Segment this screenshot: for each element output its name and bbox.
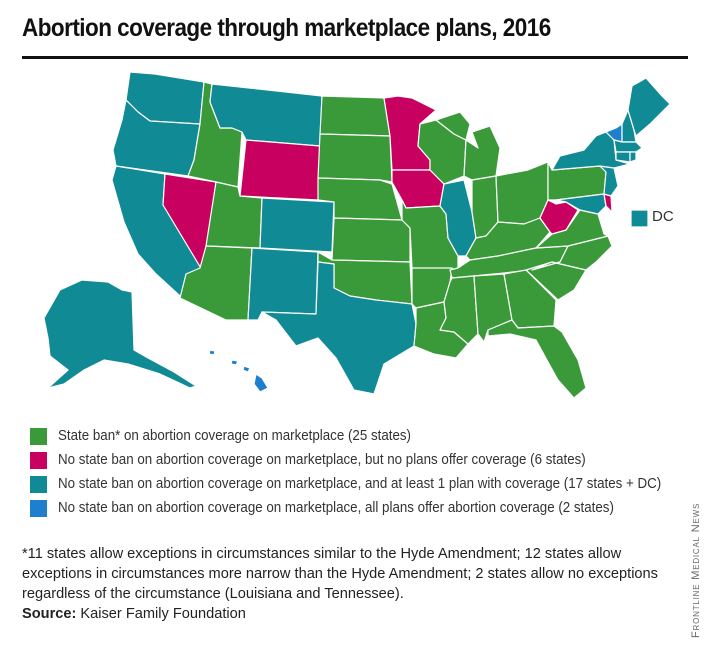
source-text: Kaiser Family Foundation: [80, 606, 246, 622]
state-ri: [629, 151, 637, 163]
state-nd: [319, 95, 391, 137]
dc-label: DC: [652, 208, 674, 225]
legend-swatch: [30, 427, 47, 445]
legend-label: No state ban on abortion coverage on mar…: [58, 500, 614, 516]
state-nh: [621, 109, 637, 143]
state-hi-maui: [242, 365, 251, 373]
credit: Frontline Medical News: [690, 420, 704, 640]
state-sd: [317, 133, 393, 183]
legend-swatch: [30, 475, 47, 493]
state-co: [259, 197, 335, 253]
state-wy: [239, 139, 321, 201]
legend-label: No state ban on abortion coverage on mar…: [58, 476, 662, 492]
legend-item: No state ban on abortion coverage on mar…: [30, 472, 714, 496]
legend: State ban* on abortion coverage on marke…: [30, 424, 714, 520]
state-de: [603, 193, 613, 213]
dc-swatch: [630, 209, 649, 228]
state-fl: [487, 319, 587, 399]
legend-item: No state ban on abortion coverage on mar…: [30, 496, 714, 520]
state-me: [627, 77, 671, 137]
state-wv: [539, 199, 579, 235]
state-mi: [435, 111, 501, 181]
source-label: Source:: [22, 606, 77, 622]
state-mo: [401, 199, 459, 271]
map-title: Abortion coverage through marketplace pl…: [22, 14, 551, 42]
legend-label: State ban* on abortion coverage on marke…: [58, 428, 411, 444]
us-map: [43, 71, 671, 399]
state-il: [439, 179, 477, 257]
state-ct: [615, 151, 631, 163]
state-ak: [43, 279, 197, 389]
legend-label: No state ban on abortion coverage on mar…: [58, 452, 586, 468]
state-nm: [247, 247, 319, 321]
legend-item: State ban* on abortion coverage on marke…: [30, 424, 714, 448]
state-nc: [531, 235, 613, 271]
title-rule: [22, 56, 688, 59]
legend-swatch: [30, 499, 47, 517]
source-line: Source: Kaiser Family Foundation: [22, 606, 246, 622]
legend-item: No state ban on abortion coverage on mar…: [30, 448, 714, 472]
state-oh: [495, 161, 549, 225]
state-hi: [253, 373, 269, 393]
footnote: *11 states allow exceptions in circumsta…: [22, 546, 658, 602]
credit-text: Frontline Medical News: [690, 502, 702, 638]
legend-swatch: [30, 451, 47, 469]
state-ma: [613, 139, 643, 153]
state-tx: [261, 261, 417, 395]
state-hi-oahu: [230, 359, 239, 366]
state-hi-kauai: [208, 349, 216, 356]
state-ks: [331, 217, 411, 263]
